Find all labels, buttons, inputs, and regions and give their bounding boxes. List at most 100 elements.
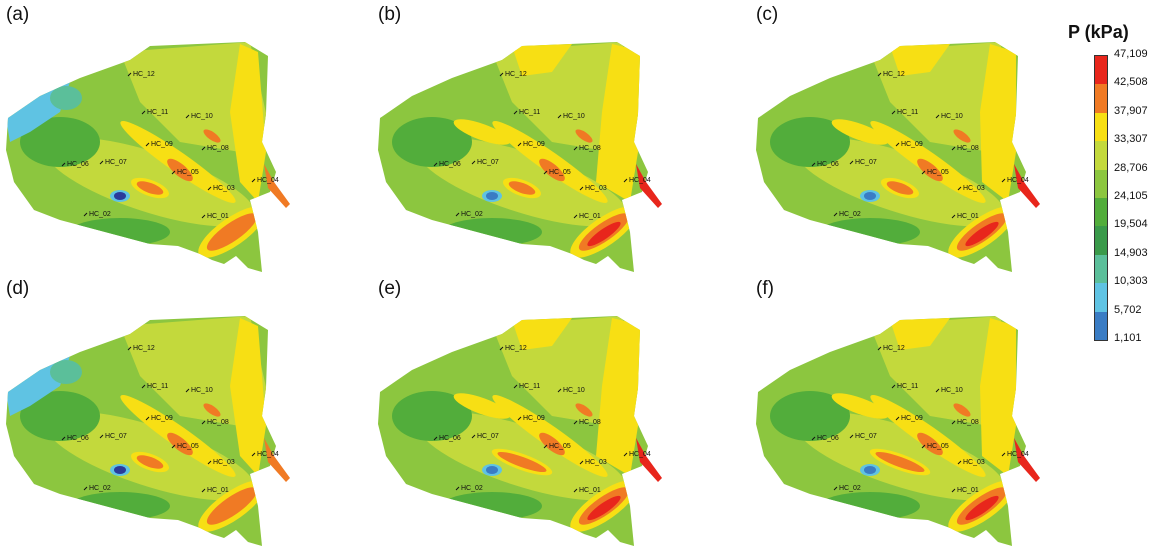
well-label: HC_09 <box>523 141 545 148</box>
pressure-map: HC_12 HC_11 HC_10 HC_09 HC_08 HC_07 HC_06 HC_05… <box>6 42 290 272</box>
well-marker-icon <box>951 420 956 425</box>
well-label: HC_06 <box>67 435 89 442</box>
well-marker-icon <box>201 420 206 425</box>
contour-zone <box>392 117 472 167</box>
contour-zone <box>820 218 920 246</box>
contour-zone <box>453 119 511 145</box>
legend-color-bar <box>1094 55 1108 341</box>
well-marker-icon <box>811 436 816 441</box>
contour-zone <box>486 192 498 200</box>
well-label: HC_08 <box>579 145 601 152</box>
contour-zone <box>864 466 876 474</box>
well-label: HC_10 <box>191 387 213 394</box>
well-marker-icon <box>99 160 104 165</box>
well-label: HC_11 <box>897 383 918 390</box>
legend-tick-label: 19,504 <box>1114 218 1148 231</box>
panel-label: (b) <box>378 4 402 25</box>
well-label: HC_02 <box>461 485 483 492</box>
well-label: HC_10 <box>941 113 963 120</box>
well-marker-icon <box>513 384 518 389</box>
well-label: HC_07 <box>477 433 499 440</box>
well-label: HC_03 <box>963 185 985 192</box>
contour-zone <box>636 164 662 208</box>
color-legend: P (kPa) 47,109 42,508 37,907 33,307 28,706 24… <box>1062 22 1162 344</box>
well-marker-icon <box>141 110 146 115</box>
pressure-map: HC_12 HC_11 HC_10 HC_09 HC_08 HC_07 HC_06 HC_05… <box>378 316 662 546</box>
pressure-field <box>378 316 648 546</box>
well-marker-icon <box>543 170 548 175</box>
well-marker-icon <box>455 486 460 491</box>
well-label: HC_09 <box>901 415 923 422</box>
legend-swatch <box>1095 226 1107 256</box>
contour-zone <box>392 391 472 441</box>
contour-zone <box>917 432 943 456</box>
well-marker-icon <box>573 420 578 425</box>
contour-zone <box>539 158 565 182</box>
pressure-field <box>756 316 1026 546</box>
contour-zone <box>575 403 593 417</box>
contour-zone <box>953 129 971 143</box>
contour-zone <box>596 44 646 202</box>
well-marker-icon <box>517 416 522 421</box>
well-label: HC_03 <box>213 185 235 192</box>
contour-zone <box>497 451 547 473</box>
contour-zone <box>953 403 971 417</box>
well-label: HC_05 <box>177 443 199 450</box>
contour-zone <box>50 86 82 110</box>
well-label: HC_08 <box>957 145 979 152</box>
contour-zone <box>20 391 100 441</box>
legend-swatch <box>1095 254 1107 284</box>
pressure-map: HC_12 HC_11 HC_10 HC_09 HC_08 HC_07 HC_06 HC_05… <box>756 316 1040 546</box>
contour-zone <box>264 438 290 482</box>
contour-zone <box>539 432 565 456</box>
contour-zone <box>114 192 126 200</box>
legend-tick-label: 14,903 <box>1114 246 1148 259</box>
well-marker-icon <box>833 486 838 491</box>
contour-zone <box>114 466 126 474</box>
well-marker-icon <box>811 162 816 167</box>
well-marker-icon <box>957 460 962 465</box>
map-panel: (a) HC_12 HC_11 HC_10 HC_09 HC_08 HC_07 HC_06 HC… <box>0 0 345 272</box>
well-marker-icon <box>877 346 882 351</box>
contour-zone <box>587 495 621 521</box>
well-label: HC_02 <box>839 211 861 218</box>
contour-zone <box>136 181 164 195</box>
pressure-map: HC_12 HC_11 HC_10 HC_09 HC_08 HC_07 HC_06 HC_05… <box>756 42 1040 272</box>
contour-zone <box>980 44 1016 202</box>
well-label: HC_02 <box>461 211 483 218</box>
well-marker-icon <box>61 436 66 441</box>
contour-zone <box>206 487 258 525</box>
well-label: HC_05 <box>927 443 949 450</box>
legend-tick-label: 28,706 <box>1114 161 1148 174</box>
contour-zone <box>831 119 889 145</box>
contour-zone <box>167 432 193 456</box>
panel-label: (f) <box>756 278 774 299</box>
well-label: HC_02 <box>89 211 111 218</box>
legend-swatch <box>1095 84 1107 114</box>
well-label: HC_07 <box>105 433 127 440</box>
well-marker-icon <box>171 170 176 175</box>
well-marker-icon <box>623 452 628 457</box>
legend-swatch <box>1095 56 1107 85</box>
map-panel: (e) HC_12 HC_11 HC_10 HC_09 HC_08 HC_07 HC_06 HC… <box>372 274 717 546</box>
well-marker-icon <box>957 186 962 191</box>
well-label: HC_01 <box>207 213 229 220</box>
well-label: HC_02 <box>839 485 861 492</box>
legend-swatch <box>1095 198 1107 227</box>
well-label: HC_08 <box>207 145 229 152</box>
well-marker-icon <box>935 388 940 393</box>
well-marker-icon <box>127 346 132 351</box>
well-label: HC_11 <box>147 383 168 390</box>
contour-zone <box>965 221 999 247</box>
well-label: HC_01 <box>207 487 229 494</box>
well-marker-icon <box>573 488 578 493</box>
well-marker-icon <box>185 114 190 119</box>
well-label: HC_05 <box>927 169 949 176</box>
legend-tick-label: 10,303 <box>1114 275 1148 288</box>
contour-zone <box>512 318 572 350</box>
well-marker-icon <box>471 434 476 439</box>
well-marker-icon <box>891 110 896 115</box>
panel-label: (c) <box>756 4 779 25</box>
legend-swatch <box>1095 169 1107 199</box>
panel-label: (e) <box>378 278 402 299</box>
